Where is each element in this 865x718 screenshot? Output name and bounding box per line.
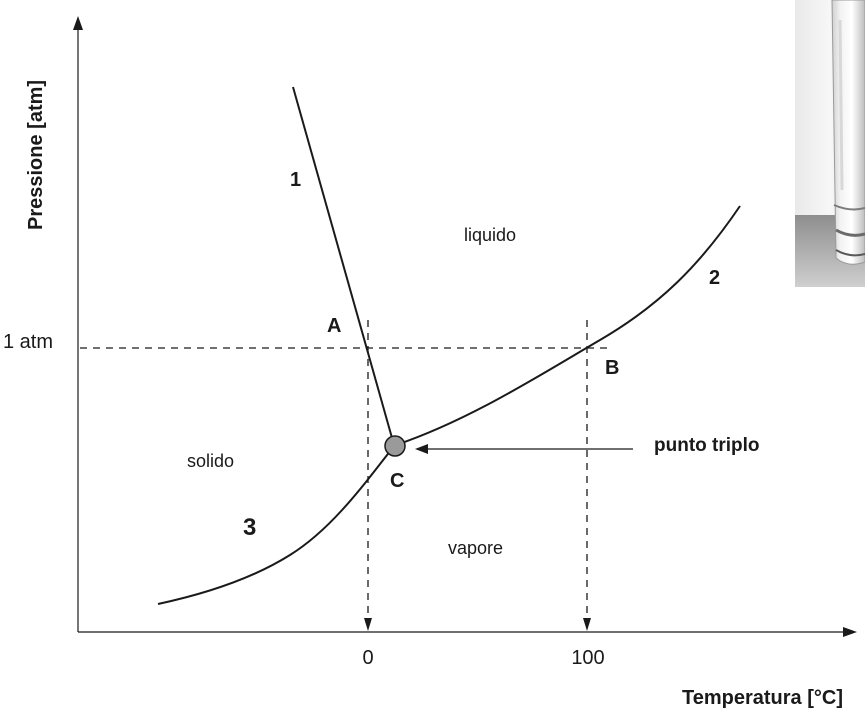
curve-3-label: 3	[243, 514, 256, 541]
curve-2-vaporization	[395, 205, 741, 446]
curve-1-fusion	[292, 86, 395, 446]
region-vapor-label: vapore	[448, 538, 503, 558]
triple-point-arrow-icon	[415, 444, 428, 454]
point-b-label: B	[605, 357, 619, 379]
point-a-label: A	[327, 315, 341, 337]
x-axis-arrow-icon	[843, 627, 857, 637]
region-liquid-label: liquido	[464, 225, 516, 245]
melting-guide-arrow-icon	[364, 618, 372, 631]
boiling-guide-arrow-icon	[583, 618, 591, 631]
y-axis-arrow-icon	[73, 16, 83, 30]
point-c-label: C	[390, 470, 404, 492]
triple-point-annotation: punto triplo	[654, 435, 760, 456]
y-tick-1atm: 1 atm	[3, 331, 53, 353]
curve-2-label: 2	[709, 267, 720, 289]
triple-point-marker	[384, 435, 406, 457]
curve-3-sublimation	[157, 445, 395, 605]
region-solid-label: solido	[187, 451, 234, 471]
x-tick-100: 100	[571, 647, 604, 669]
y-axis-title: Pressione [atm]	[25, 80, 47, 230]
x-tick-0: 0	[362, 647, 373, 669]
curve-1-label: 1	[290, 169, 301, 191]
x-axis-title: Temperatura [°C]	[682, 687, 843, 709]
